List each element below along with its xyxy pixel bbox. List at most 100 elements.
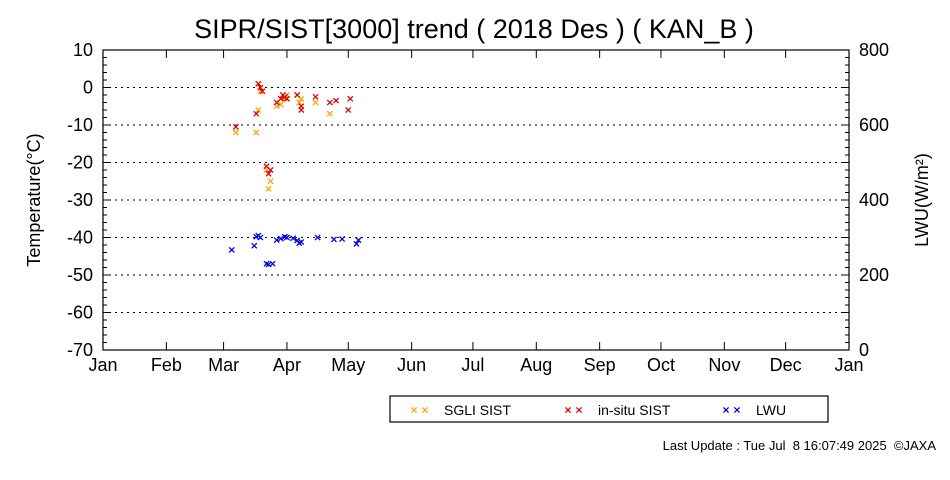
point-mark	[267, 166, 274, 174]
lwu-point	[283, 234, 291, 241]
in-situ-sist-point	[253, 110, 260, 117]
last-update-text: Last Update : Tue Jul 8 16:07:49 2025 ©J…	[662, 438, 936, 453]
point-mark	[273, 237, 280, 244]
lwu-point	[314, 234, 321, 241]
point-mark	[259, 88, 266, 95]
in-situ-sist-point	[312, 93, 319, 100]
sgli-sist-point	[265, 185, 272, 192]
legend-marker-sgli-sist	[421, 406, 429, 414]
point-mark	[421, 406, 429, 414]
point-mark	[251, 242, 258, 249]
y-tick-label: -30	[67, 190, 93, 210]
point-mark	[330, 236, 338, 243]
in-situ-sist-point	[326, 99, 333, 106]
in-situ-sist-point	[267, 166, 274, 174]
in-situ-sist-point	[332, 97, 340, 104]
lwu-point	[298, 238, 305, 246]
x-tick-label: Jan	[834, 355, 863, 375]
lwu-point	[251, 242, 258, 249]
lwu-point	[353, 240, 360, 247]
y2-axis-label: LWU(W/m²)	[912, 153, 932, 247]
in-situ-sist-point	[259, 88, 266, 95]
y2-tick-label: 0	[859, 340, 869, 360]
chart-title: SIPR/SIST[3000] trend ( 2018 Des ) ( KAN…	[194, 14, 754, 44]
sgli-sist-point	[267, 178, 274, 185]
x-tick-label: Mar	[208, 355, 239, 375]
point-mark	[296, 99, 303, 106]
point-mark	[257, 234, 264, 241]
legend-marker-in-situ-sist	[575, 406, 583, 414]
point-mark	[267, 178, 274, 185]
point-mark	[312, 99, 319, 106]
y-tick-label: -10	[67, 115, 93, 135]
x-tick-label: Sep	[584, 355, 616, 375]
point-mark	[353, 240, 360, 247]
legend-marker-lwu	[733, 406, 741, 414]
x-tick-label: Aug	[520, 355, 552, 375]
point-mark	[283, 95, 291, 102]
point-mark	[283, 234, 291, 241]
sgli-sist-point	[255, 106, 262, 114]
point-mark	[232, 123, 239, 130]
in-situ-sist-point	[277, 95, 284, 102]
point-mark	[326, 110, 333, 117]
y-tick-label: -20	[67, 153, 93, 173]
legend-marker-lwu	[722, 406, 730, 414]
x-tick-label: Jul	[461, 355, 484, 375]
in-situ-sist-point	[257, 84, 264, 91]
sgli-sist-point	[253, 129, 260, 136]
y2-tick-label: 600	[859, 115, 889, 135]
point-mark	[253, 110, 260, 117]
point-mark	[232, 129, 239, 136]
point-mark	[564, 406, 572, 414]
point-mark	[290, 235, 297, 242]
point-mark	[355, 237, 362, 244]
in-situ-sist-point	[265, 170, 272, 177]
sgli-sist-point	[232, 129, 239, 136]
x-tick-label: Jun	[397, 355, 426, 375]
in-situ-sist-point	[345, 106, 352, 114]
y-tick-label: -40	[67, 228, 93, 248]
legend-marker-in-situ-sist	[564, 406, 572, 414]
lwu-point	[273, 237, 280, 244]
lwu-point	[290, 235, 297, 242]
point-mark	[277, 235, 284, 242]
x-tick-label: Jan	[88, 355, 117, 375]
point-mark	[228, 246, 235, 253]
x-tick-label: Apr	[273, 355, 301, 375]
sgli-sist-point	[312, 99, 319, 106]
legend-label-lwu: LWU	[756, 402, 786, 418]
point-mark	[269, 260, 276, 267]
y-tick-label: -60	[67, 303, 93, 323]
point-mark	[257, 84, 264, 91]
point-mark	[339, 235, 346, 243]
point-mark	[277, 95, 284, 102]
sgli-sist-point	[326, 110, 333, 117]
y-tick-label: -50	[67, 265, 93, 285]
point-mark	[410, 406, 418, 414]
point-mark	[255, 106, 262, 114]
sgli-sist-point	[277, 101, 284, 108]
point-mark	[722, 406, 730, 414]
point-mark	[298, 103, 305, 110]
point-mark	[575, 406, 583, 414]
lwu-point	[339, 235, 346, 243]
x-tick-label: Dec	[770, 355, 802, 375]
point-mark	[265, 170, 272, 177]
x-tick-label: May	[331, 355, 365, 375]
in-situ-sist-point	[298, 103, 305, 110]
in-situ-sist-point	[294, 91, 301, 99]
legend-label-sgli-sist: SGLI SIST	[444, 402, 511, 418]
lwu-point	[355, 237, 362, 244]
lwu-point	[330, 236, 338, 243]
y2-tick-label: 200	[859, 265, 889, 285]
y2-tick-label: 400	[859, 190, 889, 210]
legend-box	[389, 395, 829, 423]
y2-tick-label: 800	[859, 40, 889, 60]
in-situ-sist-point	[347, 95, 354, 102]
lwu-point	[269, 260, 276, 267]
point-mark	[253, 129, 260, 136]
legend-marker-sgli-sist	[410, 406, 418, 414]
legend: SGLI SIST in-situ SIST LWU	[389, 395, 829, 423]
